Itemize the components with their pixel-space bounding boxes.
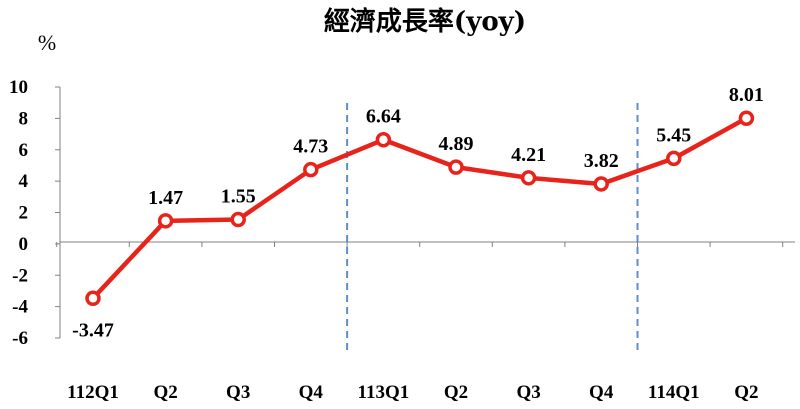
data-point xyxy=(593,176,609,192)
data-labels: -3.47 1.47 1.55 4.73 6.64 4.89 4.21 3.82 5.45 8.0… xyxy=(72,84,764,341)
x-tick-label: Q3 xyxy=(226,382,250,403)
data-label: 4.89 xyxy=(439,133,474,155)
x-tick-label: 114Q1 xyxy=(648,382,700,403)
axes xyxy=(55,86,795,339)
x-tick-label: Q4 xyxy=(589,382,614,403)
x-tick-label: Q4 xyxy=(299,382,324,403)
data-point xyxy=(303,161,319,178)
data-point xyxy=(85,290,101,307)
y-tick-label: 0 xyxy=(19,234,29,255)
data-point xyxy=(520,170,537,186)
year-separators xyxy=(346,103,639,350)
y-tick-label: -4 xyxy=(12,297,28,318)
series-line xyxy=(91,116,748,300)
data-label: 5.45 xyxy=(656,124,691,146)
y-tick-label: 6 xyxy=(19,140,29,161)
data-point xyxy=(157,213,174,229)
data-label: 8.01 xyxy=(729,84,764,106)
data-markers xyxy=(85,110,755,307)
x-tick-labels: 112Q1 Q2 Q3 Q4 113Q1 Q2 Q3 Q4 114Q1 Q2 xyxy=(67,382,758,403)
data-point xyxy=(375,131,392,148)
y-tick-label: 10 xyxy=(9,77,28,98)
data-label: 3.82 xyxy=(584,150,619,172)
y-tick-label: 2 xyxy=(19,203,29,224)
x-tick-label: Q3 xyxy=(516,382,540,403)
y-tick-label: 8 xyxy=(19,108,29,129)
data-point xyxy=(738,110,755,126)
x-tick-label: Q2 xyxy=(734,382,758,403)
data-label: 4.73 xyxy=(293,136,328,158)
data-point xyxy=(230,211,246,228)
chart-title: 經濟成長率(yoy) xyxy=(324,6,526,37)
x-tick-label: 112Q1 xyxy=(67,382,119,403)
x-tick-label: Q2 xyxy=(444,382,468,403)
data-label: 1.55 xyxy=(221,186,256,208)
x-tick-label: Q2 xyxy=(153,382,177,403)
series-polyline xyxy=(91,116,748,300)
y-tick-label: 4 xyxy=(19,171,29,192)
data-point xyxy=(666,150,682,167)
data-label: 1.47 xyxy=(148,187,183,209)
y-tick-labels: 10 8 6 4 2 0 -2 -4 -6 xyxy=(9,77,29,349)
y-tick-label: -6 xyxy=(12,328,28,349)
data-label: 4.21 xyxy=(511,144,546,166)
x-tick-label: 113Q1 xyxy=(358,382,410,403)
y-axis-unit: % xyxy=(38,30,56,55)
data-label: 6.64 xyxy=(366,106,401,128)
data-label: -3.47 xyxy=(72,319,114,341)
y-tick-label: -2 xyxy=(12,265,28,286)
data-point xyxy=(448,159,464,175)
